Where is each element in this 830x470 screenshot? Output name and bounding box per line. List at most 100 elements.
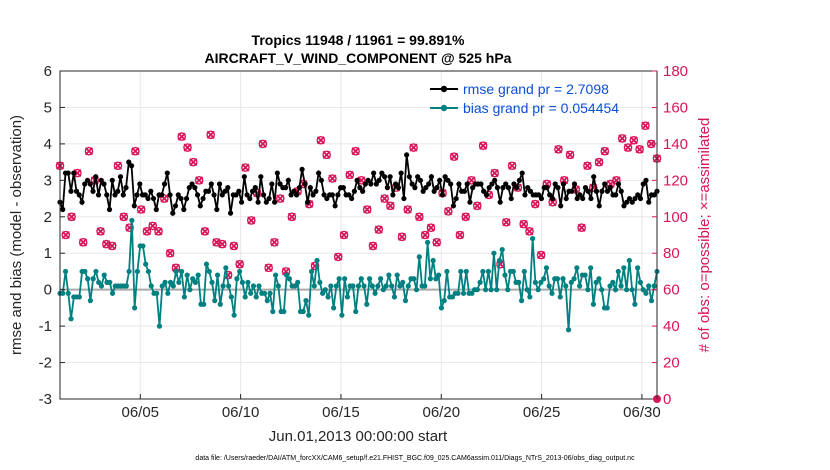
rmse-point	[445, 177, 451, 183]
bias-point	[651, 283, 657, 289]
bias-point	[126, 268, 132, 275]
bias-point	[239, 279, 246, 285]
rmse-point	[456, 181, 462, 187]
bias-point	[394, 272, 400, 278]
bias-point	[107, 279, 113, 285]
bias-point	[483, 287, 489, 293]
bias-point	[527, 294, 533, 300]
obs-assimilated-point	[374, 225, 383, 234]
rmse-point	[236, 188, 242, 194]
obs-assimilated-point	[397, 232, 407, 241]
y-tick-label: 3	[44, 172, 52, 189]
bias-point	[378, 276, 384, 282]
rmse-point	[131, 203, 137, 209]
bias-point	[582, 272, 588, 278]
obs-assimilated-point	[380, 194, 389, 203]
bias-point	[179, 268, 185, 275]
rmse-point	[563, 195, 569, 202]
obs-possible-point	[67, 212, 76, 222]
rmse-point	[591, 174, 597, 180]
obs-possible-point	[78, 237, 88, 247]
rmse-point	[604, 188, 611, 194]
obs-assimilated-point	[73, 169, 82, 178]
obs-possible-point	[530, 199, 540, 209]
bias-point	[132, 305, 138, 311]
bias-point	[295, 279, 301, 285]
rmse-point	[558, 203, 564, 209]
rmse-point	[332, 203, 338, 209]
obs-possible-point	[119, 212, 129, 222]
rmse-point	[382, 174, 388, 180]
rmse-point	[277, 181, 283, 187]
obs-possible-point	[183, 143, 192, 152]
rmse-point	[87, 181, 93, 187]
bias-point	[557, 294, 563, 300]
bias-point	[618, 283, 624, 289]
rmse-point	[249, 188, 256, 194]
bias-point	[256, 283, 262, 289]
x-tick-label: 06/10	[222, 404, 260, 421]
rmse-point	[492, 177, 498, 183]
obs-possible-point	[189, 157, 198, 167]
obs-possible-point	[536, 250, 546, 260]
bias-point	[190, 276, 196, 282]
rmse-point	[258, 174, 264, 180]
obs-possible-point	[96, 227, 105, 236]
x-tick-label: 06/30	[623, 404, 661, 421]
obs-possible-point	[136, 205, 146, 214]
obs-possible-point	[84, 146, 94, 156]
bias-point	[242, 294, 248, 300]
bias-point	[494, 287, 500, 293]
bias-point	[76, 294, 82, 300]
bias-point	[488, 287, 494, 293]
y-tick-label: 1	[44, 245, 52, 262]
rmse-point	[137, 181, 143, 187]
rmse-point	[252, 185, 258, 191]
rmse-point	[285, 177, 291, 183]
bias-point	[433, 276, 439, 282]
bias-point	[143, 261, 149, 267]
rmse-point	[585, 188, 591, 194]
obs-possible-point	[246, 216, 256, 225]
y-axis-label: rmse and bias (model - observation)	[8, 115, 25, 355]
rmse-point	[536, 192, 542, 198]
bias-point	[590, 301, 597, 307]
bias-point	[610, 279, 616, 285]
obs-assimilated-point	[595, 158, 604, 167]
rmse-point	[349, 195, 355, 202]
bias-point	[405, 283, 411, 289]
rmse-point	[417, 177, 424, 183]
obs-possible-point	[583, 161, 592, 171]
rmse-point	[161, 181, 168, 187]
rmse-point	[73, 188, 80, 194]
obs-possible-point	[322, 150, 331, 160]
rmse-point	[497, 199, 503, 205]
bias-point	[366, 276, 373, 282]
rmse-point	[371, 170, 377, 176]
rmse-point	[519, 170, 525, 176]
bias-point	[389, 283, 395, 289]
bias-point	[176, 279, 182, 285]
x-tick-label: 06/25	[523, 404, 561, 421]
obs-assimilated-point	[79, 238, 88, 247]
rmse-point	[406, 174, 412, 180]
bias-point	[129, 217, 135, 224]
rmse-point	[632, 195, 638, 202]
y-right-tick-label: 160	[663, 99, 688, 116]
obs-possible-point	[270, 237, 279, 247]
legend: rmse grand pr = 2.7098 bias grand pr = 0…	[430, 81, 619, 116]
bias-point	[145, 268, 152, 275]
bias-point	[546, 283, 552, 289]
bias-point	[328, 283, 334, 289]
chart-title: Tropics 11948 / 11961 = 99.891%	[252, 32, 465, 48]
rmse-point	[582, 185, 589, 191]
obs-possible-point	[617, 134, 627, 143]
rmse-point	[134, 192, 140, 198]
obs-possible-point	[397, 232, 407, 242]
rmse-point	[318, 177, 324, 183]
rmse-point	[241, 174, 247, 180]
obs-assimilated-point	[206, 130, 215, 139]
y-right-tick-label: 180	[663, 63, 688, 80]
obs-assimilated-point	[415, 212, 424, 221]
obs-assimilated-point	[328, 174, 337, 183]
